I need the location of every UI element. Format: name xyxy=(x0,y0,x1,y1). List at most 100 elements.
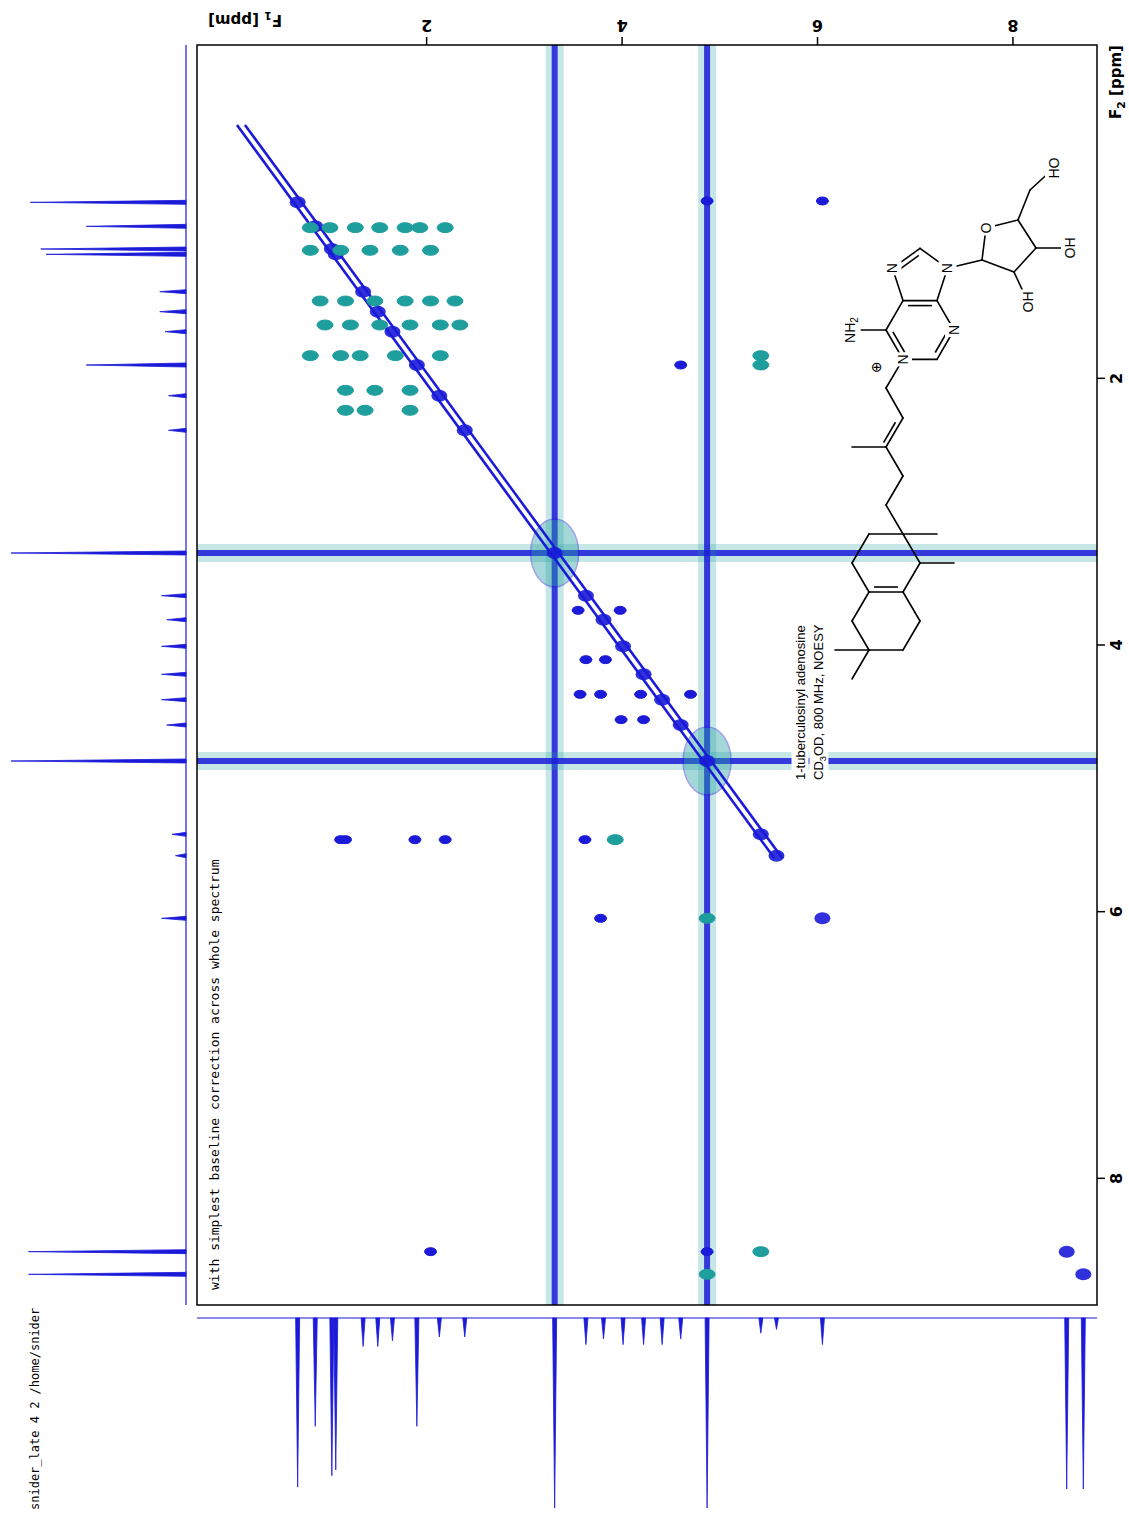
compound-name-group: 1-tuberculosinyl adenosine xyxy=(792,623,809,782)
cross-peak xyxy=(635,690,647,698)
bond xyxy=(920,562,954,564)
bond xyxy=(886,505,903,534)
bond xyxy=(886,301,903,330)
text-run: N xyxy=(946,325,962,335)
double-bond xyxy=(893,332,905,353)
f2-projection-peak xyxy=(86,224,186,228)
y-tick-label-group: 4 xyxy=(1107,639,1126,650)
double-bond xyxy=(908,305,932,307)
f2-projection-peak xyxy=(162,698,187,702)
bond xyxy=(886,476,903,505)
cross-peak xyxy=(614,606,626,614)
text-run: 8 xyxy=(1107,1173,1126,1184)
plot-area xyxy=(197,45,1097,1305)
f2-projection-peak xyxy=(162,672,187,676)
atom-label-group: N xyxy=(939,261,957,275)
cross-peak xyxy=(392,245,408,255)
f1-projection-peak xyxy=(621,1318,625,1345)
text-run: 4 xyxy=(617,17,628,36)
cross-peak xyxy=(432,320,448,330)
text-run: N xyxy=(885,263,901,273)
y-tick-label: 2 xyxy=(1107,373,1126,384)
bond xyxy=(852,563,869,592)
cross-peak xyxy=(367,296,383,306)
y-tick xyxy=(1097,1178,1105,1180)
f1-projection-peak xyxy=(390,1318,394,1341)
double-bond xyxy=(874,586,898,588)
f1-projection-peak xyxy=(642,1318,646,1345)
label-background xyxy=(1019,290,1037,315)
cross-peak xyxy=(412,223,428,233)
cross-peak xyxy=(312,296,328,306)
cross-peak xyxy=(447,296,463,306)
solvent-stripe-f2 xyxy=(197,550,1097,556)
text-run: HO xyxy=(1046,157,1062,178)
atom-label: N xyxy=(946,325,962,335)
label-background xyxy=(206,857,223,1292)
x-tick-label-group: 6 xyxy=(812,17,823,36)
bond xyxy=(903,563,920,592)
f2-projection-peak xyxy=(169,428,187,432)
cross-peak xyxy=(699,913,715,923)
f1-projection-peak xyxy=(1081,1318,1085,1489)
cross-peak xyxy=(362,245,378,255)
conditions: CD3OD, 800 MHz, NOESY xyxy=(811,624,828,780)
cross-peak xyxy=(340,836,352,844)
double-bond xyxy=(900,255,919,269)
cross-peak xyxy=(753,1247,769,1257)
text-run: [ppm] xyxy=(1107,45,1125,101)
bond xyxy=(903,300,937,302)
y-tick-label-group: 6 xyxy=(1107,906,1126,917)
bond xyxy=(1018,220,1036,248)
atom-label: OH xyxy=(1020,292,1036,313)
cross-peak xyxy=(684,690,696,698)
text-run: 6 xyxy=(1107,906,1126,917)
cross-peak xyxy=(302,245,318,255)
header-group: snider_late 4 2 /home/snider xyxy=(28,1308,42,1510)
solvent-stripe-f1-halo xyxy=(698,45,716,1305)
text-run: OH xyxy=(1020,292,1036,313)
y-tick xyxy=(1097,644,1105,646)
label-background xyxy=(792,623,809,782)
cross-peak xyxy=(333,245,349,255)
label-background xyxy=(945,323,963,337)
text-run: F xyxy=(1107,109,1125,119)
diagonal-peak xyxy=(768,850,784,862)
cross-peak xyxy=(402,320,418,330)
conditions-group: CD3OD, 800 MHz, NOESY xyxy=(810,622,829,782)
bond xyxy=(903,621,920,650)
f2-projection-peak xyxy=(167,618,186,622)
x-tick xyxy=(621,37,623,45)
cross-peak xyxy=(402,405,418,415)
cross-peak xyxy=(423,296,439,306)
text-run: 2 xyxy=(1107,373,1126,384)
f2-projection-peak xyxy=(167,723,186,727)
diagonal-peak xyxy=(355,286,371,298)
label-background xyxy=(894,352,912,366)
atom-label-group: N xyxy=(894,352,912,366)
cross-peak xyxy=(352,351,368,361)
f2-projection-peak xyxy=(160,290,186,294)
charge-label-group: ⊕ xyxy=(867,359,885,375)
charge-label: ⊕ xyxy=(868,361,884,373)
text-run: OH xyxy=(1062,238,1078,259)
f1-projection-peak xyxy=(679,1318,683,1339)
cross-peak xyxy=(599,656,611,664)
cross-peak xyxy=(397,296,413,306)
text-run: F xyxy=(272,11,282,29)
diagonal-peak xyxy=(596,614,612,626)
cross-peak xyxy=(372,320,388,330)
atom-label-group: O xyxy=(977,220,995,235)
cross-peak xyxy=(397,223,413,233)
f1-projection-peak xyxy=(463,1318,467,1337)
f2-projection-peak xyxy=(29,1250,187,1254)
cross-peak xyxy=(338,296,354,306)
text-run: CD xyxy=(811,761,826,780)
cross-peak xyxy=(816,197,828,205)
diagonal-peak xyxy=(673,719,689,731)
text-run: 1-tuberculosinyl adenosine xyxy=(793,625,808,780)
bond xyxy=(852,621,869,650)
cross-peak xyxy=(753,360,769,370)
text-run: NH xyxy=(842,323,858,343)
bond xyxy=(903,592,920,621)
